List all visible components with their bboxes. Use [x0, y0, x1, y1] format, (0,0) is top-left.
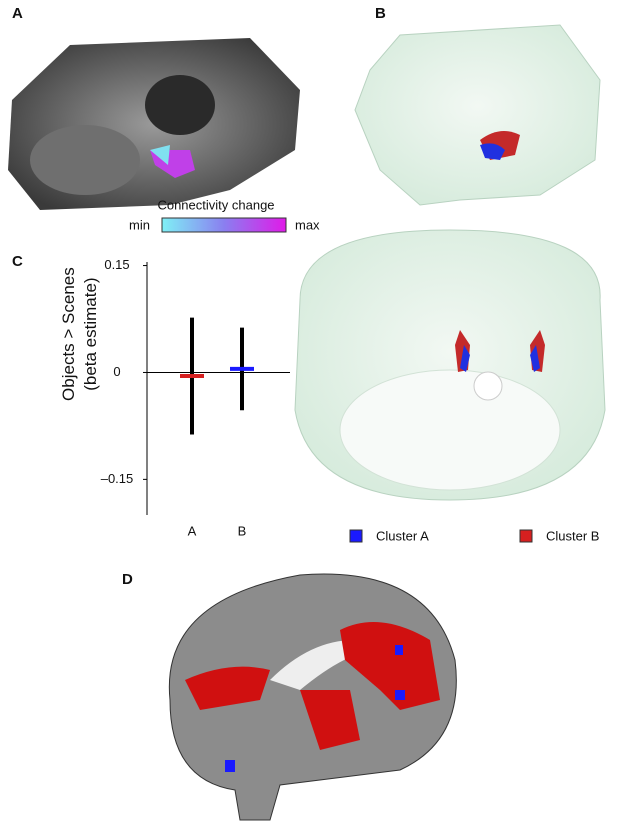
colorbar [161, 217, 287, 233]
y-axis-label-line: (beta estimate) [81, 277, 100, 390]
panel-label: B [375, 5, 386, 22]
legend-swatch [519, 529, 533, 543]
panel-label: C [12, 253, 23, 270]
legend-swatch [349, 529, 363, 543]
brain-3d-side [354, 24, 601, 206]
mri-slice [8, 38, 300, 210]
y-axis-label-line: Objects > Scenes [59, 267, 78, 401]
brain-3d-bottom [294, 229, 606, 501]
x-tick-label: A [188, 523, 197, 538]
legend-label: Cluster A [376, 528, 429, 543]
brain-sagittal [168, 573, 457, 821]
y-tick-label: 0 [113, 364, 120, 379]
colorbar-max: max [295, 217, 320, 232]
legend-label: Cluster B [546, 528, 599, 543]
x-tick-label: B [238, 523, 247, 538]
y-tick-label: –0.15 [101, 471, 134, 486]
y-axis-label: Objects > Scenes (beta estimate) [59, 267, 100, 401]
colorbar-min: min [129, 217, 150, 232]
panel-label: A [12, 5, 23, 22]
colorbar-title: Connectivity change [157, 197, 274, 212]
y-tick-label: 0.15 [104, 257, 129, 272]
panel-label: D [122, 571, 133, 588]
